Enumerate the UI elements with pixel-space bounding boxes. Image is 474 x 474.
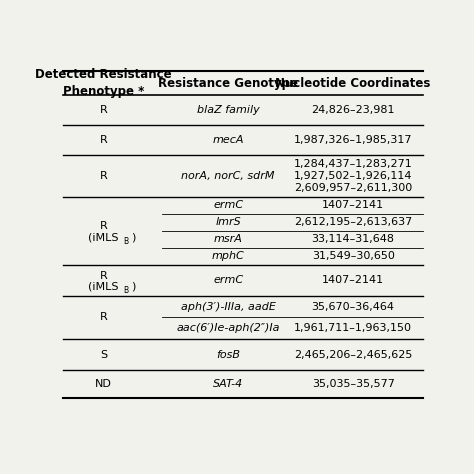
Text: 24,826–23,981: 24,826–23,981 — [311, 105, 395, 115]
Text: 1,987,326–1,985,317: 1,987,326–1,985,317 — [294, 135, 412, 145]
Text: 2,612,195–2,613,637: 2,612,195–2,613,637 — [294, 218, 412, 228]
Text: 35,670–36,464: 35,670–36,464 — [311, 301, 395, 311]
Text: blaZ family: blaZ family — [197, 105, 260, 115]
Text: B: B — [124, 286, 128, 295]
Text: ND: ND — [95, 379, 112, 389]
Text: S: S — [100, 350, 107, 360]
Text: fosB: fosB — [216, 350, 240, 360]
Text: lmrS: lmrS — [215, 218, 241, 228]
Text: 31,549–30,650: 31,549–30,650 — [312, 251, 394, 261]
Text: 1407–2141: 1407–2141 — [322, 275, 384, 285]
Text: Detected Resistance
Phenotype *: Detected Resistance Phenotype * — [35, 68, 172, 98]
Text: 2,465,206–2,465,625: 2,465,206–2,465,625 — [294, 350, 412, 360]
Text: (iMLS: (iMLS — [88, 232, 118, 242]
Text: norA, norC, sdrM: norA, norC, sdrM — [182, 171, 275, 181]
Text: R: R — [100, 171, 107, 181]
Text: R: R — [100, 221, 107, 231]
Text: 1,284,437–1,283,271
1,927,502–1,926,114
2,609,957–2,611,300: 1,284,437–1,283,271 1,927,502–1,926,114 … — [294, 159, 412, 192]
Text: ): ) — [131, 232, 136, 242]
Text: aac(6′)Ie-aph(2″)Ia: aac(6′)Ie-aph(2″)Ia — [176, 323, 280, 333]
Text: R: R — [100, 135, 107, 145]
Text: ermC: ermC — [213, 275, 243, 285]
Text: 33,114–31,648: 33,114–31,648 — [311, 234, 395, 244]
Text: msrA: msrA — [214, 234, 243, 244]
Text: R: R — [100, 271, 107, 281]
Text: R: R — [100, 312, 107, 322]
Text: aph(3′)-IIIa, aadE: aph(3′)-IIIa, aadE — [181, 301, 276, 311]
Text: mphC: mphC — [212, 251, 245, 261]
Text: ): ) — [131, 282, 136, 292]
Text: Nucleotide Coordinates: Nucleotide Coordinates — [275, 77, 431, 90]
Text: 1,961,711–1,963,150: 1,961,711–1,963,150 — [294, 323, 412, 333]
Text: SAT-4: SAT-4 — [213, 379, 243, 389]
Text: 1407–2141: 1407–2141 — [322, 201, 384, 210]
Text: B: B — [124, 237, 128, 246]
Text: mecA: mecA — [212, 135, 244, 145]
Text: ermC: ermC — [213, 201, 243, 210]
Text: R: R — [100, 105, 107, 115]
Text: (iMLS: (iMLS — [88, 282, 118, 292]
Text: 35,035–35,577: 35,035–35,577 — [312, 379, 394, 389]
Text: Resistance Genotype: Resistance Genotype — [158, 77, 298, 90]
